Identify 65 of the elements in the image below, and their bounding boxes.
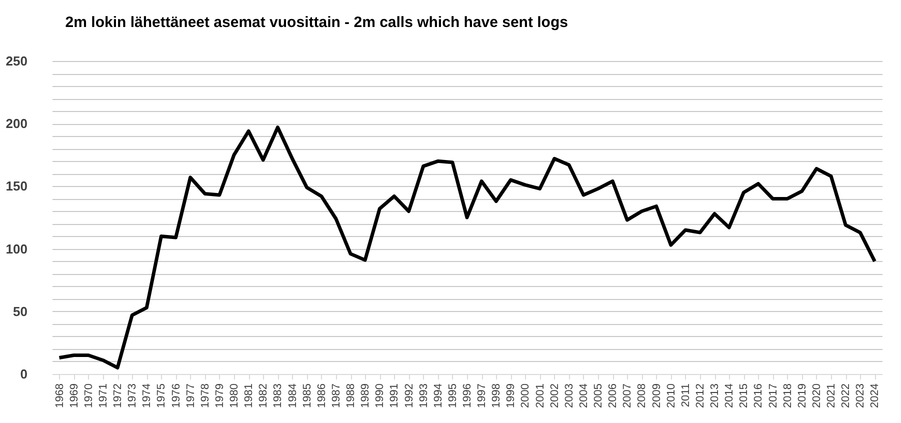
x-tick-label: 1986: [316, 384, 328, 408]
x-tick-label: 2012: [694, 384, 706, 408]
x-tick-label: 2024: [869, 384, 882, 408]
x-tick-label: 1995: [446, 384, 459, 408]
x-tick-label: 2002: [548, 384, 561, 408]
x-tick-label: 1989: [360, 384, 372, 408]
x-tick-label: 1996: [462, 384, 474, 408]
x-tick-label: 2019: [796, 384, 808, 408]
x-tick-label: 2018: [782, 384, 794, 408]
x-tick-label: 2015: [738, 384, 750, 408]
x-tick-label: 2004: [578, 384, 590, 408]
x-tick-label: 2000: [520, 384, 532, 408]
x-tick-label: 1969: [68, 384, 80, 408]
x-tick-label: 2003: [563, 384, 576, 408]
x-tick-label: 1981: [243, 384, 256, 408]
y-tick-label: 200: [6, 116, 28, 132]
x-tick-label: 2006: [607, 384, 620, 408]
x-tick-label: 2007: [622, 384, 634, 408]
x-tick-label: 2023: [854, 384, 867, 408]
y-tick-label: 150: [6, 178, 28, 194]
x-tick-label: 1985: [301, 384, 314, 408]
x-tick-label: 1984: [286, 384, 299, 408]
x-tick-label: 2008: [636, 384, 648, 408]
x-tick-label: 1970: [82, 384, 95, 408]
x-tick-label: 1999: [505, 384, 518, 408]
x-tick-label: 1974: [141, 384, 154, 408]
x-tick-label: 2016: [752, 384, 765, 408]
y-tick-label: 0: [20, 366, 28, 382]
y-tick-label: 250: [6, 54, 28, 68]
x-tick-label: 2014: [724, 384, 736, 408]
x-tick-label: 1991: [388, 384, 401, 408]
x-tick-label: 2022: [840, 384, 852, 408]
x-tick-label: 1987: [330, 384, 342, 408]
y-tick-label: 100: [6, 241, 28, 256]
line-series: [58, 126, 876, 370]
x-tick-label: 1977: [184, 384, 197, 408]
x-tick-label: 1980: [228, 384, 241, 408]
x-tick-label: 1975: [156, 384, 168, 408]
x-tick-label: 2001: [534, 384, 546, 408]
x-tick-label: 1997: [476, 384, 488, 408]
chart-title: 2m lokin lähettäneet asemat vuosittain - 2m calls which have sent logs: [65, 14, 568, 31]
x-tick-label: 2011: [680, 384, 692, 408]
x-tick-label: 1982: [258, 384, 270, 408]
x-tick-label: 1994: [432, 384, 444, 408]
x-tick-label: 1976: [170, 384, 182, 408]
x-tick-label: 2009: [650, 384, 663, 408]
x-tick-label: 2021: [826, 384, 838, 408]
x-tick-label: 1973: [126, 384, 139, 408]
x-tick-label: 2013: [709, 384, 722, 408]
x-tick-label: 1990: [374, 384, 386, 408]
x-tick-label: 1972: [112, 384, 124, 408]
x-tick-label: 2020: [810, 384, 823, 408]
x-tick-label: 1993: [418, 384, 430, 408]
x-tick-label: 1998: [490, 384, 503, 408]
x-tick-label: 2017: [767, 384, 780, 408]
x-tick-label: 2005: [592, 384, 605, 408]
x-tick-label: 1978: [199, 384, 212, 408]
x-tick-label: 1968: [54, 384, 66, 408]
x-tick-label: 1992: [403, 384, 416, 408]
x-tick-label: 1983: [272, 384, 284, 408]
x-tick-label: 2010: [665, 384, 678, 408]
x-tick-label: 1988: [345, 384, 358, 408]
x-tick-label: 1979: [214, 384, 226, 408]
y-tick-label: 50: [13, 304, 28, 319]
x-tick-label: 1971: [97, 384, 110, 408]
